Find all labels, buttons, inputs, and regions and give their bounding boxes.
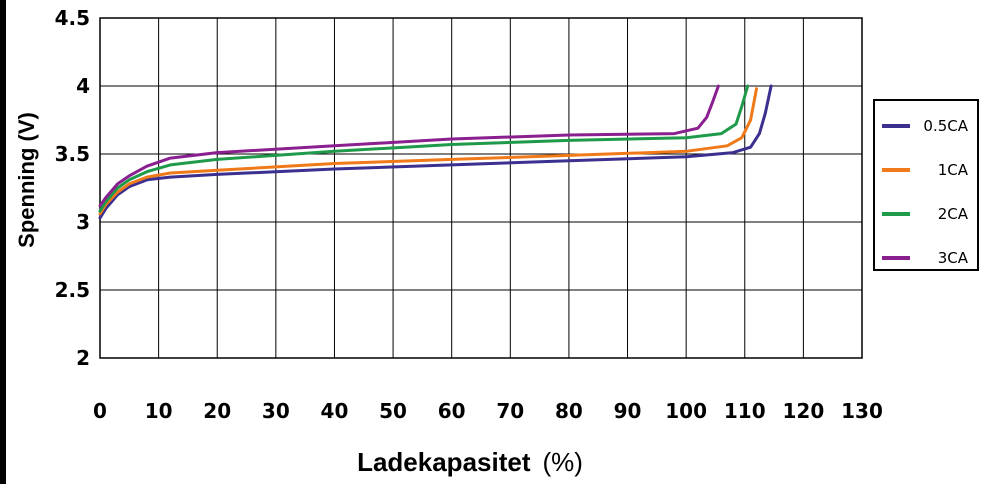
legend: 0.5CA 1CA 2CA 3CA: [873, 99, 979, 271]
y-tick-label: 4: [76, 74, 90, 98]
series-lines: [98, 84, 773, 220]
x-tick-label: 130: [841, 399, 883, 423]
x-tick-label: 40: [321, 399, 349, 423]
y-axis-label: Spenning (V): [14, 112, 39, 248]
series-line-0.5CA: [98, 84, 773, 220]
x-tick-label: 60: [438, 399, 466, 423]
series-line-1CA: [98, 87, 758, 216]
x-axis-label: Ladekapasitet (%): [357, 447, 583, 477]
x-tick-labels: 0 10 20 30 40 50 60 70 80 90 100 110 120 130: [93, 399, 883, 423]
x-tick-label: 120: [783, 399, 825, 423]
legend-label: 3CA: [938, 249, 969, 267]
series-line-2CA: [98, 84, 750, 213]
x-tick-label: 50: [379, 399, 407, 423]
grid: [99, 17, 863, 359]
legend-label: 0.5CA: [923, 117, 968, 135]
series-line-3CA: [98, 84, 720, 208]
x-axis-label-main: Ladekapasitet: [357, 447, 531, 477]
y-tick-label: 3: [76, 210, 90, 234]
y-tick-label: 2.5: [55, 278, 90, 302]
x-tick-label: 70: [496, 399, 524, 423]
left-border-bar: [0, 0, 6, 484]
x-tick-label: 90: [614, 399, 642, 423]
y-tick-label: 4.5: [55, 6, 90, 30]
x-tick-label: 30: [262, 399, 290, 423]
plot-frame: [99, 17, 863, 359]
x-tick-label: 20: [203, 399, 231, 423]
legend-label: 2CA: [938, 205, 969, 223]
legend-box: [873, 99, 979, 271]
legend-label: 1CA: [938, 161, 969, 179]
x-tick-label: 100: [665, 399, 707, 423]
x-tick-label: 10: [145, 399, 173, 423]
x-tick-label: 80: [555, 399, 583, 423]
x-tick-label: 0: [93, 399, 107, 423]
y-tick-label: 2: [76, 346, 90, 370]
y-tick-label: 3.5: [55, 142, 90, 166]
y-tick-labels: 2 2.5 3 3.5 4 4.5: [55, 6, 90, 370]
x-axis-label-unit: (%): [542, 447, 582, 477]
x-tick-label: 110: [724, 399, 766, 423]
